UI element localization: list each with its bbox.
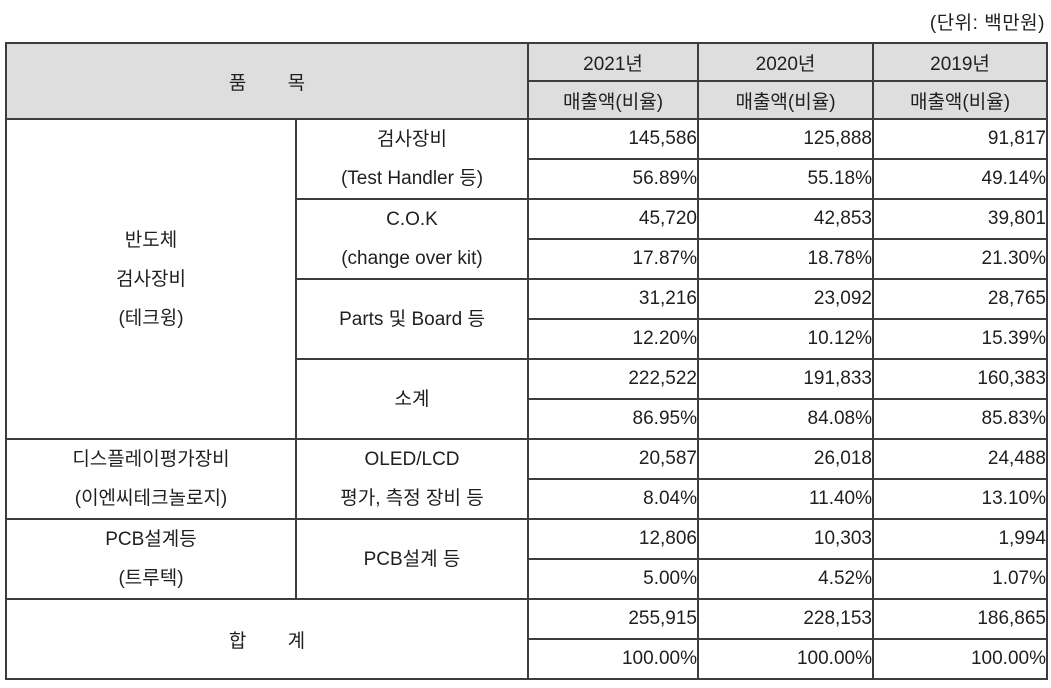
item-cell-test-handler: 검사장비 (Test Handler 등) (295, 118, 529, 200)
item-cell-parts: Parts 및 Board 등 (295, 278, 529, 360)
ratio-cell: 12.20% (527, 318, 699, 360)
ratio-cell: 85.83% (872, 398, 1048, 440)
category-line: 검사장비 (116, 268, 186, 290)
table-header-row-years: 품 목 2021년 2020년 2019년 (5, 42, 1048, 120)
ratio-cell: 17.87% (527, 238, 699, 280)
item-name-line: 소계 (394, 388, 430, 410)
sales-by-product-table: 품 목 2021년 2020년 2019년 매출액(비율) 매출액(비율) 매출… (5, 42, 1048, 680)
column-subheader-2019: 매출액(비율) (872, 80, 1048, 120)
sales-cell: 26,018 (697, 438, 874, 480)
column-header-2021: 2021년 (527, 42, 699, 82)
item-name-line: C.O.K (386, 209, 438, 230)
unit-label: (단위: 백만원) (929, 13, 1045, 34)
table-row: Parts 및 Board 등 31,216 23,092 28,765 (6, 278, 1048, 360)
ratio-cell: 1.07% (872, 558, 1048, 600)
sales-cell: 222,522 (527, 358, 699, 400)
item-name-line: Parts 및 Board 등 (339, 308, 485, 330)
category-line: (트루텍) (118, 568, 184, 589)
column-header-2019: 2019년 (872, 42, 1048, 82)
table-row: 12.20% 10.12% 15.39% (6, 318, 1048, 360)
table-row: 디스플레이평가장비 (이엔씨테크놀로지) OLED/LCD 평가, 측정 장비 … (5, 438, 1048, 520)
item-name-line: (change over kit) (341, 248, 483, 269)
column-header-item: 품 목 (5, 42, 529, 120)
ratio-cell: 15.39% (872, 318, 1048, 360)
ratio-cell: 5.00% (527, 558, 699, 600)
sales-cell: 28,765 (872, 278, 1048, 320)
table-row: 17.87% 18.78% 21.30% (6, 238, 1048, 280)
table-row: 86.95% 84.08% 85.83% (6, 398, 1048, 440)
total-ratio-cell: 100.00% (697, 638, 874, 680)
item-cell-cok: C.O.K (change over kit) (295, 198, 529, 280)
sales-cell: 91,817 (872, 118, 1048, 160)
total-sales-cell: 228,153 (697, 598, 874, 640)
table-header-row-sub: 매출액(비율) 매출액(비율) 매출액(비율) (6, 80, 1048, 120)
sales-cell: 31,216 (527, 278, 699, 320)
sales-cell: 125,888 (697, 118, 874, 160)
column-subheader-2021: 매출액(비율) (527, 80, 699, 120)
table-row: 8.04% 11.40% 13.10% (6, 478, 1048, 520)
sales-cell: 39,801 (872, 198, 1048, 240)
table-row-total: 합 계 255,915 228,153 186,865 (5, 598, 1048, 680)
ratio-cell: 11.40% (697, 478, 874, 520)
ratio-cell: 21.30% (872, 238, 1048, 280)
ratio-cell: 56.89% (527, 158, 699, 200)
item-cell-oled-lcd: OLED/LCD 평가, 측정 장비 등 (295, 438, 529, 520)
sales-cell: 23,092 (697, 278, 874, 320)
category-line: 반도체 (124, 229, 178, 251)
category-line: (이엔씨테크놀로지) (74, 488, 228, 509)
table-row: 56.89% 55.18% 49.14% (6, 158, 1048, 200)
category-cell-pcb: PCB설계등 (트루텍) (5, 518, 297, 600)
ratio-cell: 49.14% (872, 158, 1048, 200)
item-name-line: OLED/LCD (364, 449, 460, 470)
category-cell-display: 디스플레이평가장비 (이엔씨테크놀로지) (5, 438, 297, 520)
category-line: (테크윙) (118, 307, 184, 329)
item-name-line: 검사장비 (377, 129, 447, 150)
ratio-cell: 84.08% (697, 398, 874, 440)
sales-cell: 24,488 (872, 438, 1048, 480)
total-sales-cell: 255,915 (527, 598, 699, 640)
ratio-cell: 10.12% (697, 318, 874, 360)
ratio-cell: 18.78% (697, 238, 874, 280)
ratio-cell: 8.04% (527, 478, 699, 520)
sales-cell: 10,303 (697, 518, 874, 560)
column-subheader-2020: 매출액(비율) (697, 80, 874, 120)
ratio-cell: 4.52% (697, 558, 874, 600)
table-row: C.O.K (change over kit) 45,720 42,853 39… (6, 198, 1048, 280)
sales-cell: 191,833 (697, 358, 874, 400)
sales-cell: 160,383 (872, 358, 1048, 400)
item-name-line: 평가, 측정 장비 등 (340, 488, 484, 509)
sales-cell: 45,720 (527, 198, 699, 240)
category-line: 디스플레이평가장비 (72, 449, 230, 470)
table-row-total: 100.00% 100.00% 100.00% (6, 638, 1048, 680)
category-line: PCB설계등 (105, 529, 197, 550)
total-ratio-cell: 100.00% (527, 638, 699, 680)
item-name-line: (Test Handler 등) (340, 168, 484, 189)
item-cell-subtotal: 소계 (295, 358, 529, 440)
total-sales-cell: 186,865 (872, 598, 1048, 640)
table-row: 소계 222,522 191,833 160,383 (6, 358, 1048, 440)
sales-cell: 12,806 (527, 518, 699, 560)
total-label-cell: 합 계 (5, 598, 529, 680)
sales-cell: 1,994 (872, 518, 1048, 560)
ratio-cell: 86.95% (527, 398, 699, 440)
sales-cell: 42,853 (697, 198, 874, 240)
ratio-cell: 13.10% (872, 478, 1048, 520)
sales-cell: 145,586 (527, 118, 699, 160)
table-row: PCB설계등 (트루텍) PCB설계 등 12,806 10,303 1,994 (5, 518, 1048, 600)
total-ratio-cell: 100.00% (872, 638, 1048, 680)
category-cell-semiconductor: 반도체 검사장비 (테크윙) (5, 118, 297, 440)
sales-cell: 20,587 (527, 438, 699, 480)
item-name-line: PCB설계 등 (363, 548, 461, 570)
table-row: 반도체 검사장비 (테크윙) 검사장비 (Test Handler 등) 145… (5, 118, 1048, 440)
table-row: 5.00% 4.52% 1.07% (6, 558, 1048, 600)
column-header-2020: 2020년 (697, 42, 874, 82)
item-cell-pcb-design: PCB설계 등 (295, 518, 529, 600)
ratio-cell: 55.18% (697, 158, 874, 200)
